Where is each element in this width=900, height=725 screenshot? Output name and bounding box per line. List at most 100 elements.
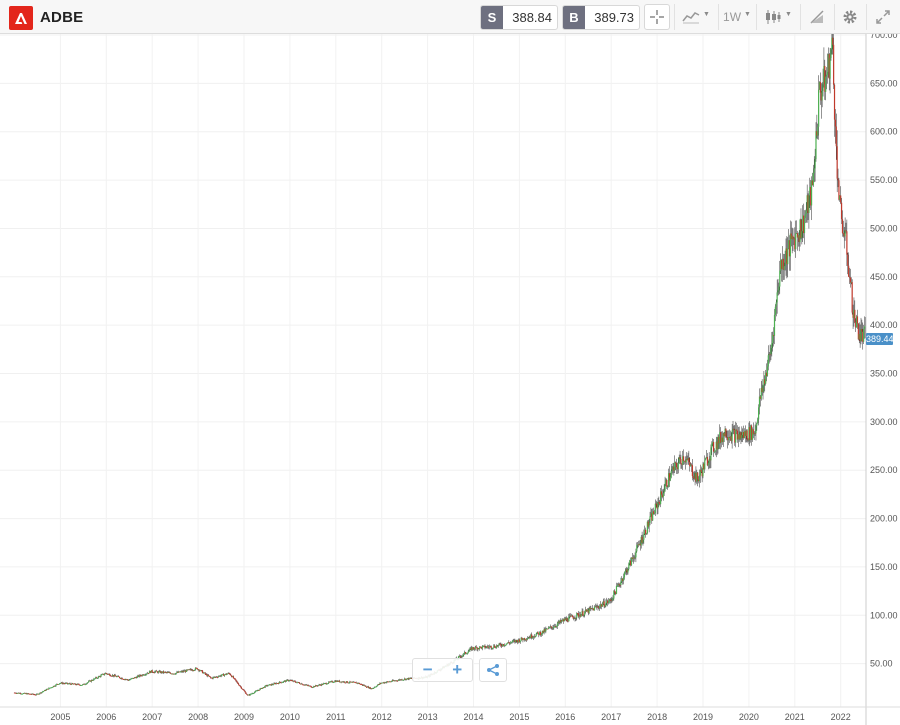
candle-body	[575, 617, 577, 619]
candle-body	[747, 439, 749, 441]
drawing-tools-button[interactable]	[804, 4, 830, 30]
time-tick-label: 2015	[509, 712, 529, 722]
candle-body	[622, 578, 624, 581]
candle-body	[207, 675, 209, 677]
candle-body	[813, 168, 815, 173]
crosshair-button[interactable]	[644, 4, 670, 30]
price-chart[interactable]: 50.00 100.00 150.00 200.00 250.00 300.00 350.0…	[0, 34, 900, 725]
candle-body	[402, 679, 404, 681]
candle-body	[261, 688, 263, 689]
candle-body	[611, 598, 613, 601]
candle-body	[780, 260, 782, 271]
candle-body	[396, 680, 398, 682]
candle-body	[177, 672, 179, 673]
candle-body	[480, 646, 483, 649]
candle-body	[568, 616, 570, 622]
candle-body	[652, 511, 655, 515]
candle-body	[255, 690, 257, 692]
candle-body	[74, 683, 77, 685]
buy-price-button[interactable]: B 389.73	[562, 5, 640, 30]
candle-body	[59, 683, 61, 684]
candle-body	[81, 684, 84, 686]
candle-body	[863, 328, 865, 342]
candle-body	[602, 601, 604, 605]
candle-body	[613, 590, 615, 599]
instrument-symbol: ADBE	[40, 9, 84, 26]
candlestick-series	[13, 34, 867, 696]
share-button[interactable]	[479, 658, 507, 682]
candle-body	[290, 680, 292, 681]
interval-selector[interactable]: 1W ▼	[722, 4, 752, 30]
candle-body	[142, 674, 144, 676]
candle-body	[191, 669, 193, 671]
candle-body	[257, 690, 259, 691]
candle-body	[529, 637, 531, 638]
candle-body	[258, 690, 260, 691]
candle-body	[550, 626, 552, 628]
candle-body	[762, 385, 764, 392]
candle-body	[588, 607, 590, 614]
candle-body	[711, 443, 713, 448]
candle-body	[856, 316, 859, 324]
candle-body	[163, 671, 165, 673]
candle-body	[741, 435, 743, 439]
candle-body	[162, 671, 164, 673]
candle-body	[147, 672, 149, 674]
candle-body	[851, 282, 853, 313]
candle-body	[617, 584, 619, 586]
candle-body	[238, 683, 240, 686]
candle-body	[537, 632, 539, 633]
candle-body	[682, 456, 684, 465]
buy-price: 389.73	[594, 10, 634, 25]
candle-body	[501, 645, 503, 647]
candle-body	[389, 681, 392, 683]
candle-body	[79, 684, 81, 686]
candle-body	[199, 670, 201, 672]
candle-body	[699, 469, 701, 476]
candle-body	[540, 633, 543, 636]
candle-body	[80, 685, 83, 686]
candle-body	[239, 685, 242, 687]
candle-body	[585, 609, 587, 612]
candle-body	[248, 694, 250, 696]
candle-body	[765, 372, 767, 384]
candle-body	[200, 670, 202, 671]
candle-body	[513, 640, 515, 642]
candle-body	[810, 180, 813, 206]
candle-body	[726, 437, 728, 439]
candle-body	[705, 458, 707, 461]
candle-body	[230, 674, 232, 676]
chart-toolbar: ADBE S 388.84 B 389.73 ▼ 1W ▼	[0, 0, 900, 34]
sell-price-button[interactable]: S 388.84	[480, 5, 558, 30]
price-tick-label: 250.00	[870, 465, 898, 475]
candle-body	[587, 609, 589, 614]
candle-body	[554, 626, 556, 628]
candle-body	[710, 447, 712, 461]
chart-type-button[interactable]: ▼	[678, 4, 714, 30]
candle-body	[821, 90, 823, 101]
candle-body	[632, 557, 634, 559]
candle-body	[268, 684, 271, 686]
candle-body	[314, 686, 316, 687]
candle-body	[17, 692, 19, 694]
candle-body	[208, 676, 211, 677]
candle-body	[302, 684, 304, 686]
candle-style-button[interactable]: ▼	[760, 4, 796, 30]
candle-body	[589, 607, 591, 609]
candle-body	[847, 254, 849, 266]
candle-body	[381, 682, 383, 684]
candle-body	[526, 638, 528, 640]
zoom-in-button[interactable]: +	[452, 660, 463, 679]
candle-body	[469, 648, 471, 651]
candle-body	[600, 604, 602, 607]
candle-body	[833, 44, 835, 85]
candle-body	[727, 437, 730, 441]
settings-button[interactable]	[837, 4, 863, 30]
candle-body	[306, 684, 309, 686]
zoom-out-button[interactable]: −	[422, 660, 433, 679]
fullscreen-button[interactable]	[870, 4, 896, 30]
candle-body	[329, 681, 331, 683]
candle-body	[774, 306, 776, 315]
candle-body	[13, 692, 16, 694]
candle-body	[515, 640, 517, 643]
